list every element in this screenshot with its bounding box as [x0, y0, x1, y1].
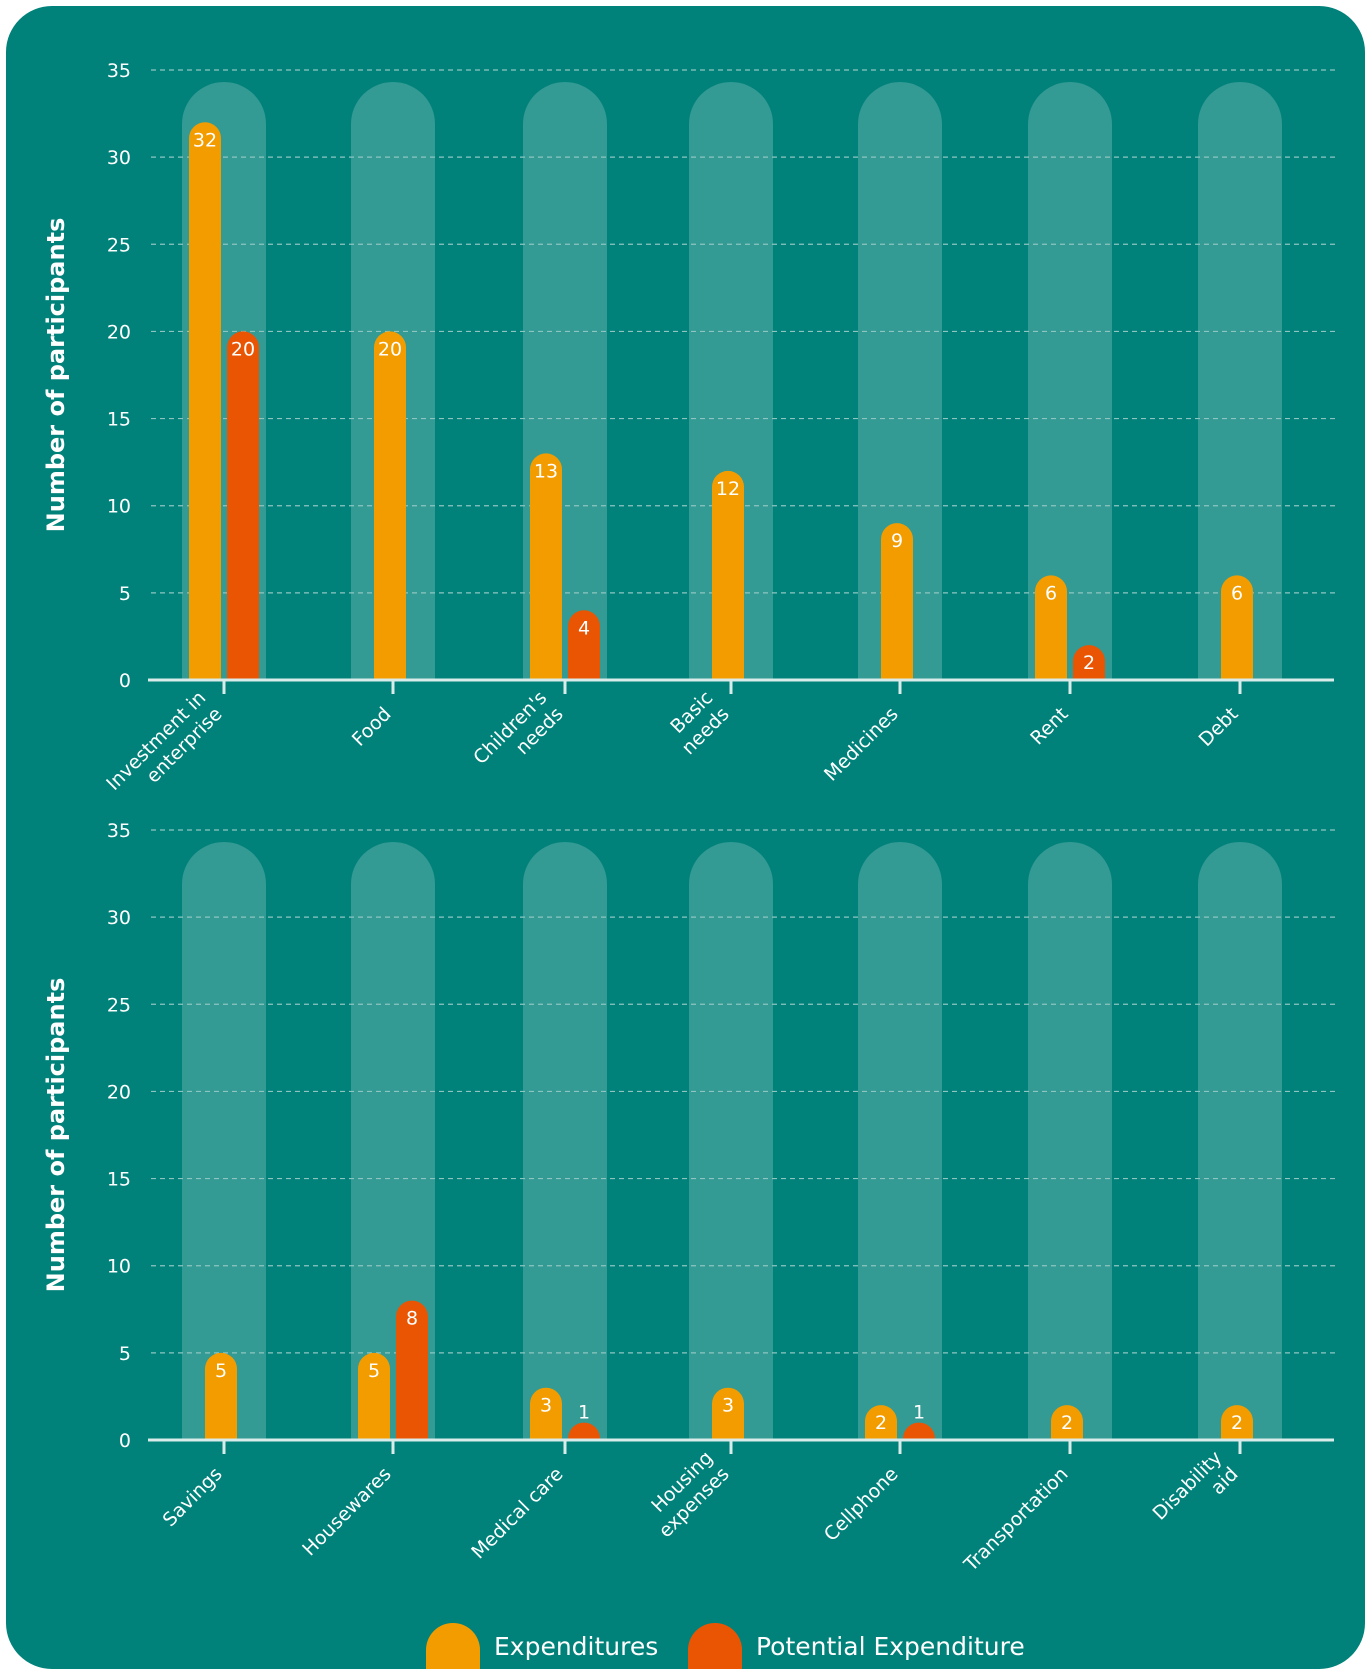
legend-label-potential: Potential Expenditure: [756, 1631, 1025, 1661]
chart1-y-tick-label: 25: [107, 234, 131, 256]
chart2-y-tick-label: 30: [107, 907, 131, 929]
chart1-category-label: Food: [348, 703, 396, 751]
chart2-category-label: Savings: [159, 1463, 227, 1531]
chart1-y-tick-label: 10: [107, 496, 131, 518]
chart1-y-tick-label: 20: [107, 321, 131, 343]
chart2-bar-expenditures: [712, 1387, 744, 1440]
chart2-data-label: 2: [875, 1412, 887, 1434]
chart2-data-label: 8: [406, 1308, 418, 1330]
chart1-data-label: 12: [716, 478, 740, 500]
chart2-column-band: [858, 842, 942, 1440]
chart2-data-label: 1: [913, 1402, 925, 1424]
chart1-category-label: Medicines: [820, 703, 903, 786]
chart2-data-label: 2: [1061, 1412, 1073, 1434]
chart2-category-label: Housingexpenses: [638, 1447, 733, 1542]
chart2-bar-expenditures: [1221, 1405, 1253, 1440]
chart2-y-tick-label: 15: [107, 1169, 131, 1191]
chart1-data-label: 32: [193, 129, 217, 151]
chart1-data-label: 13: [534, 460, 558, 482]
chart2-data-label: 5: [215, 1360, 227, 1382]
chart1-data-label: 2: [1083, 652, 1095, 674]
chart1-y-tick-label: 15: [107, 409, 131, 431]
chart1-data-label: 4: [578, 617, 590, 639]
chart2-bar-expenditures: [205, 1352, 237, 1440]
chart2-category-label: Medical care: [467, 1463, 567, 1563]
chart1-data-label: 20: [231, 338, 255, 360]
chart2-bar-potential: [568, 1422, 600, 1440]
chart1-data-label: 6: [1045, 582, 1057, 604]
chart2-bar-expenditures: [358, 1352, 390, 1440]
chart2-data-label: 3: [540, 1395, 552, 1417]
chart1-bar-expenditures: [881, 523, 913, 680]
chart2-y-tick-label: 25: [107, 994, 131, 1016]
chart2-y-tick-label: 5: [119, 1343, 131, 1365]
chart1-bar-potential: [568, 610, 600, 680]
chart1-bar-potential: [1073, 645, 1105, 680]
chart1-y-tick-label: 0: [119, 670, 131, 692]
chart1-category-label: Children'sneeds: [469, 687, 567, 785]
chart1-bar-expenditures: [530, 453, 562, 680]
chart1-category-label: Basicneeds: [661, 687, 733, 759]
chart2-column-band: [1028, 842, 1112, 1440]
chart2-bar-expenditures: [865, 1405, 897, 1440]
chart2-data-label: 2: [1231, 1412, 1243, 1434]
chart1-bar-expenditures: [1221, 575, 1253, 680]
legend: Expenditures Potential Expenditure: [6, 1621, 1365, 1671]
chart1-bar-potential: [227, 331, 259, 680]
chart1-data-label: 20: [378, 338, 402, 360]
chart1-category-label: Debt: [1195, 703, 1243, 751]
chart1-column-band: [1198, 82, 1282, 680]
chart-card: 0 5 10 15 20 25 30 35 Number of participants 32 20…: [6, 6, 1365, 1669]
chart2-column-band: [351, 842, 435, 1440]
chart1-data-label: 9: [891, 530, 903, 552]
chart2-y-tick-label: 35: [107, 820, 131, 842]
legend-swatch-expenditures: [426, 1623, 480, 1669]
chart2-data-label: 5: [368, 1360, 380, 1382]
chart1-column-band: [858, 82, 942, 680]
chart2-y-axis-label: Number of participants: [42, 978, 70, 1293]
chart2-column-band: [1198, 842, 1282, 1440]
chart2-column-band: [689, 842, 773, 1440]
chart1-bar-expenditures: [712, 470, 744, 680]
chart1-bar-expenditures: [189, 122, 221, 681]
legend-swatch-potential: [688, 1623, 742, 1669]
legend-item-expenditures: Expenditures: [426, 1621, 658, 1671]
chart1-category-label: Investment inenterprise: [102, 687, 226, 811]
legend-label-expenditures: Expenditures: [494, 1631, 659, 1661]
chart1-bar-expenditures: [1035, 575, 1067, 680]
chart2-category-label: Disabilityaid: [1149, 1447, 1243, 1541]
chart2-bar-expenditures: [530, 1387, 562, 1440]
chart2-bar-potential: [396, 1300, 428, 1440]
chart1-y-axis-label: Number of participants: [42, 218, 70, 533]
chart2-column-band: [523, 842, 607, 1440]
chart2-data-label: 3: [722, 1395, 734, 1417]
chart2-category-label: Transportation: [959, 1463, 1072, 1576]
chart2-y-tick-label: 10: [107, 1256, 131, 1278]
chart2-column-band: [182, 842, 266, 1440]
chart2-category-label: Cellphone: [820, 1463, 903, 1546]
chart2-bar-expenditures: [1051, 1405, 1083, 1440]
chart1-column-band: [689, 82, 773, 680]
chart1-bar-expenditures: [374, 331, 406, 680]
chart2-data-label: 1: [578, 1402, 590, 1424]
chart1-y-tick-label: 30: [107, 147, 131, 169]
chart1-category-label: Rent: [1026, 703, 1072, 749]
chart2-y-tick-label: 20: [107, 1081, 131, 1103]
chart1-y-tick-label: 5: [119, 583, 131, 605]
chart1-column-band: [1028, 82, 1112, 680]
chart2-category-label: Housewares: [298, 1463, 395, 1560]
chart1-data-label: 6: [1231, 582, 1243, 604]
chart1-y-tick-label: 35: [107, 60, 131, 82]
legend-item-potential: Potential Expenditure: [688, 1621, 1025, 1671]
chart2-y-tick-label: 0: [119, 1430, 131, 1452]
chart2-bar-potential: [903, 1422, 935, 1440]
